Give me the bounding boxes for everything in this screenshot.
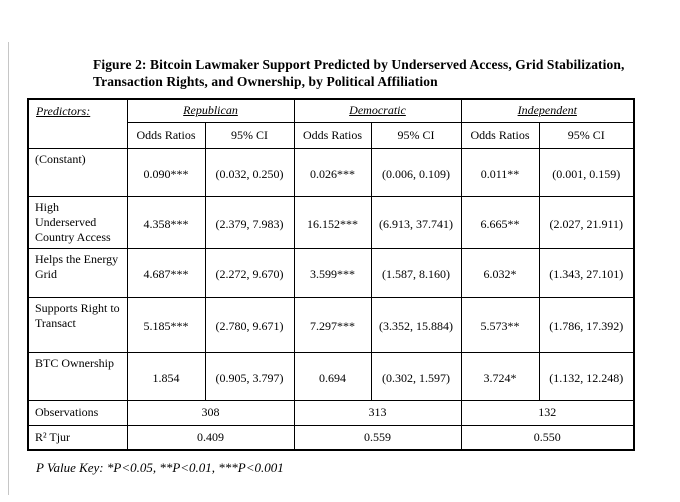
row-label: (Constant) xyxy=(27,147,128,197)
figure-title-line-2: Transaction Rights, and Ownership, by Po… xyxy=(93,74,438,89)
cell-independent-odds: 6.665** xyxy=(460,195,540,249)
predictors-header: Predictors: xyxy=(27,98,128,149)
column-header-row: Odds Ratios 95% CI Odds Ratios 95% CI Od… xyxy=(28,121,635,149)
cell-republican-ci: (0.905, 3.797) xyxy=(204,351,295,401)
cell-republican-ci: (2.379, 7.983) xyxy=(204,195,295,249)
cell-democratic-odds: 0.026*** xyxy=(293,147,372,197)
figure-content: Figure 2: Bitcoin Lawmaker Support Predi… xyxy=(27,56,635,476)
group-header-row: Predictors: Republican Democratic Indepe… xyxy=(27,98,635,149)
cell-democratic-observations: 313 xyxy=(293,399,462,426)
col-header-democratic-ci: 95% CI xyxy=(370,121,462,149)
page-edge-line xyxy=(8,42,9,495)
cell-republican-ci: (2.780, 9.671) xyxy=(204,296,295,353)
cell-democratic-ci: (0.302, 1.597) xyxy=(370,351,462,401)
row-label: Observations xyxy=(27,399,128,426)
table-row-helps-energy-grid: Helps the Energy Grid 4.687*** (2.272, 9… xyxy=(27,247,635,298)
cell-independent-ci: (0.001, 0.159) xyxy=(538,147,635,197)
cell-independent-odds: 6.032* xyxy=(460,247,540,298)
cell-republican-odds: 5.185*** xyxy=(126,296,206,353)
cell-democratic-odds: 7.297*** xyxy=(293,296,372,353)
table-row-high-underserved-access: High Underserved Country Access 4.358***… xyxy=(27,195,635,249)
figure-title-line-1: Figure 2: Bitcoin Lawmaker Support Predi… xyxy=(93,57,625,72)
cell-independent-ci: (1.132, 12.248) xyxy=(538,351,635,401)
cell-republican-odds: 4.358*** xyxy=(126,195,206,249)
table-row-r2-tjur: R² Tjur 0.409 0.559 0.550 xyxy=(27,424,635,451)
cell-independent-ci: (1.343, 27.101) xyxy=(538,247,635,298)
row-label: R² Tjur xyxy=(27,424,128,451)
cell-republican-ci: (0.032, 0.250) xyxy=(204,147,295,197)
table-row-observations: Observations 308 313 132 xyxy=(27,399,635,426)
cell-republican-odds: 0.090*** xyxy=(126,147,206,197)
group-header-democratic: Democratic xyxy=(293,98,462,123)
p-value-key: P Value Key: *P<0.05, **P<0.01, ***P<0.0… xyxy=(36,460,284,475)
row-label: High Underserved Country Access xyxy=(27,195,128,249)
col-header-democratic-odds-ratios: Odds Ratios xyxy=(293,121,372,149)
cell-democratic-r2: 0.559 xyxy=(293,424,462,451)
col-header-independent-odds-ratios: Odds Ratios xyxy=(460,121,540,149)
cell-republican-ci: (2.272, 9.670) xyxy=(204,247,295,298)
cell-democratic-odds: 16.152*** xyxy=(293,195,372,249)
col-header-independent-ci: 95% CI xyxy=(538,121,635,149)
row-label: BTC Ownership xyxy=(27,351,128,401)
col-header-republican-odds-ratios: Odds Ratios xyxy=(126,121,206,149)
figure-title: Figure 2: Bitcoin Lawmaker Support Predi… xyxy=(93,56,633,90)
group-header-republican: Republican xyxy=(126,98,295,123)
col-header-republican-ci: 95% CI xyxy=(204,121,295,149)
cell-independent-odds: 3.724* xyxy=(460,351,540,401)
row-label: Helps the Energy Grid xyxy=(27,247,128,298)
cell-democratic-ci: (6.913, 37.741) xyxy=(370,195,462,249)
cell-republican-r2: 0.409 xyxy=(126,424,295,451)
cell-independent-ci: (2.027, 21.911) xyxy=(538,195,635,249)
table-row-supports-right-to-transact: Supports Right to Transact 5.185*** (2.7… xyxy=(27,296,635,353)
cell-independent-ci: (1.786, 17.392) xyxy=(538,296,635,353)
cell-independent-observations: 132 xyxy=(460,399,635,426)
cell-democratic-odds: 0.694 xyxy=(293,351,372,401)
cell-republican-odds: 4.687*** xyxy=(126,247,206,298)
cell-democratic-ci: (3.352, 15.884) xyxy=(370,296,462,353)
cell-democratic-ci: (0.006, 0.109) xyxy=(370,147,462,197)
cell-independent-odds: 5.573** xyxy=(460,296,540,353)
regression-results-table: Predictors: Republican Democratic Indepe… xyxy=(27,98,635,451)
cell-democratic-ci: (1.587, 8.160) xyxy=(370,247,462,298)
table-row-constant: (Constant) 0.090*** (0.032, 0.250) 0.026… xyxy=(27,147,635,197)
table-row-btc-ownership: BTC Ownership 1.854 (0.905, 3.797) 0.694… xyxy=(27,351,635,401)
cell-republican-odds: 1.854 xyxy=(126,351,206,401)
group-header-independent: Independent xyxy=(460,98,635,123)
cell-democratic-odds: 3.599*** xyxy=(293,247,372,298)
cell-independent-r2: 0.550 xyxy=(460,424,635,451)
cell-independent-odds: 0.011** xyxy=(460,147,540,197)
row-label: Supports Right to Transact xyxy=(27,296,128,353)
cell-republican-observations: 308 xyxy=(126,399,295,426)
